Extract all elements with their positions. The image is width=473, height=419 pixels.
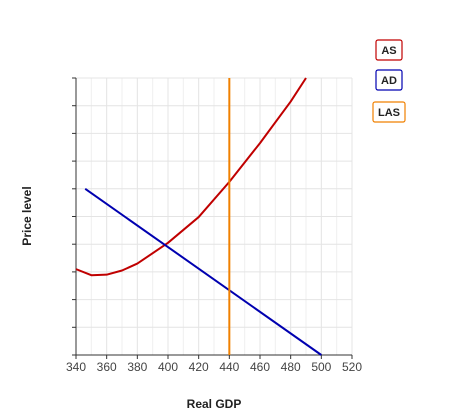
- legend-label: LAS: [378, 107, 400, 119]
- x-tick-label: 500: [311, 360, 331, 374]
- x-axis-label: Real GDP: [187, 397, 242, 411]
- x-tick-label: 340: [66, 360, 86, 374]
- legend-label: AS: [381, 45, 396, 57]
- series-line: [84, 187, 322, 356]
- x-tick-label: 460: [250, 360, 270, 374]
- x-tick-label: 400: [158, 360, 178, 374]
- x-tick-label: 480: [281, 360, 301, 374]
- legend-item: AD: [375, 69, 403, 91]
- series-line: [75, 77, 307, 277]
- legend-item: LAS: [372, 101, 406, 123]
- y-axis-label: Price level: [20, 186, 34, 245]
- legend-item: AS: [375, 39, 403, 61]
- legend-box: [375, 69, 403, 91]
- x-tick-label: 520: [342, 360, 362, 374]
- x-tick-label: 360: [97, 360, 117, 374]
- legend-box: [375, 39, 403, 61]
- x-tick-label: 420: [189, 360, 209, 374]
- legend-box: [372, 101, 406, 123]
- x-tick-label: 380: [127, 360, 147, 374]
- legend-label: AD: [381, 75, 397, 87]
- x-tick-label: 440: [219, 360, 239, 374]
